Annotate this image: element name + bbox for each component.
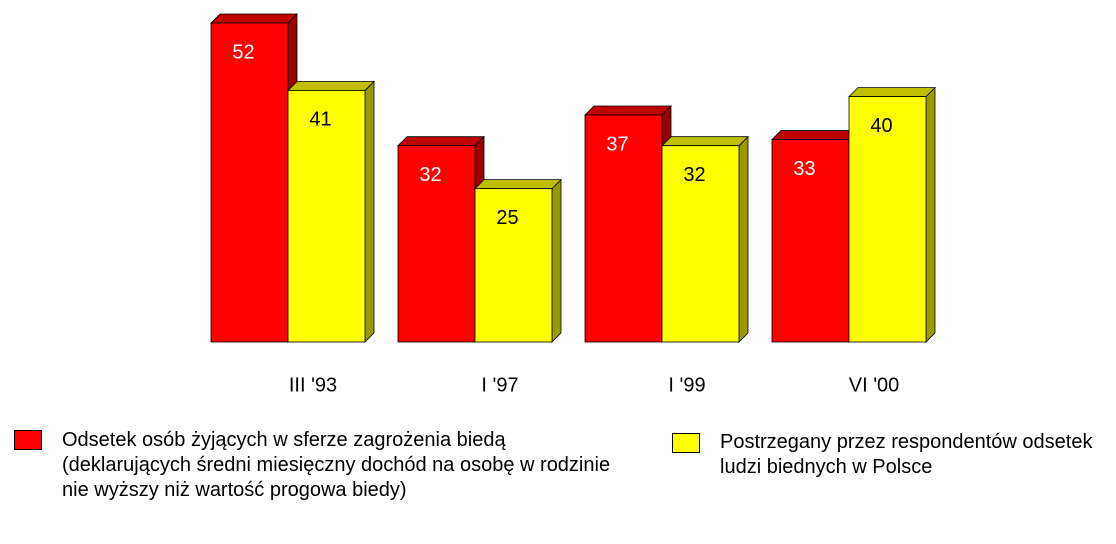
bar-face — [210, 22, 289, 343]
bar-face — [738, 135, 749, 343]
bar-face — [771, 130, 859, 140]
bar-face — [661, 136, 749, 147]
data-label: 25 — [496, 207, 518, 229]
bar — [474, 178, 562, 343]
data-label: 33 — [793, 158, 815, 180]
bar-face — [364, 80, 375, 343]
bar-face — [925, 86, 936, 343]
bar-face — [474, 179, 562, 190]
bar — [661, 135, 749, 343]
bar-face — [397, 145, 476, 343]
legend-swatch — [672, 433, 700, 453]
data-label: 40 — [870, 115, 892, 137]
bar-face — [210, 13, 298, 24]
data-label: 52 — [232, 41, 254, 63]
bar-face — [848, 87, 936, 97]
x-tick-label: I '99 — [668, 374, 705, 396]
data-label: 32 — [683, 164, 705, 186]
legend-label: Odsetek osób żyjących w sferze zagrożeni… — [62, 429, 611, 501]
bar-face — [848, 96, 927, 343]
legend-swatch — [14, 430, 42, 450]
bar-face — [584, 114, 663, 343]
bar-face — [287, 81, 375, 91]
bar-face — [397, 136, 485, 147]
legend-label: Postrzegany przez respondentów odsetek l… — [720, 431, 1093, 478]
bar-face — [551, 178, 562, 343]
bar — [287, 80, 375, 343]
bar — [848, 86, 936, 343]
data-label: 32 — [419, 164, 441, 186]
bar-face — [584, 105, 672, 116]
bar-face — [474, 188, 553, 343]
bar-face — [287, 90, 366, 343]
x-tick-label: VI '00 — [849, 374, 900, 396]
x-tick-label: III '93 — [289, 374, 337, 396]
data-label: 41 — [309, 109, 331, 131]
bar-face — [661, 145, 740, 343]
x-tick-label: I '97 — [481, 374, 518, 396]
data-label: 37 — [606, 133, 628, 155]
